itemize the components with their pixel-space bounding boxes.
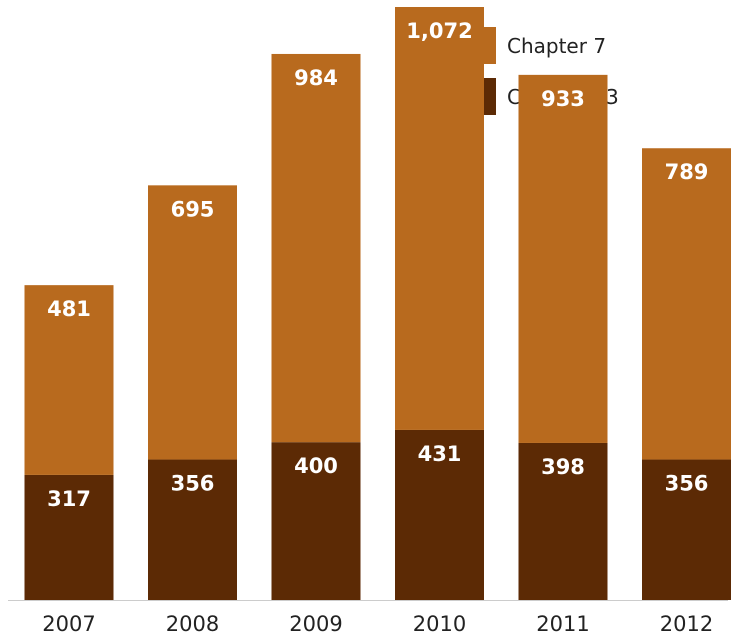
data-label-chapter-13-2010: 431 [418, 442, 462, 466]
bar-chapter-7-2011 [518, 74, 608, 443]
bars: 317 481 356 695 400 984 431 1,072 398 933 356 789 [24, 7, 731, 600]
data-label-chapter-7-2009: 984 [294, 66, 338, 90]
x-tick-label-2011: 2011 [536, 612, 589, 636]
x-axis-ticks: 2007 2008 2009 2010 2011 2012 [42, 612, 713, 636]
x-tick-label-2012: 2012 [660, 612, 713, 636]
bar-chapter-13-2012 [642, 459, 731, 600]
data-label-chapter-7-2012: 789 [665, 160, 709, 184]
bar-chapter-7-2012 [642, 148, 731, 460]
bar-chapter-13-2010 [395, 429, 484, 600]
bar-chapter-7-2007 [24, 285, 114, 475]
data-label-chapter-7-2010: 1,072 [406, 19, 472, 43]
data-label-chapter-7-2008: 695 [171, 197, 215, 221]
data-label-chapter-13-2009: 400 [294, 454, 338, 478]
bar-chapter-7-2009 [271, 53, 361, 443]
legend-label-chapter-7: Chapter 7 [507, 34, 606, 58]
bar-chapter-13-2007 [24, 474, 114, 600]
data-label-chapter-13-2008: 356 [171, 472, 215, 496]
x-tick-label-2009: 2009 [289, 612, 342, 636]
data-label-chapter-13-2007: 317 [47, 487, 91, 511]
bar-chapter-13-2008 [148, 459, 237, 600]
data-label-chapter-13-2012: 356 [665, 472, 709, 496]
bar-chapter-13-2009 [271, 442, 361, 600]
bar-chapter-13-2011 [518, 442, 608, 600]
x-tick-label-2008: 2008 [166, 612, 219, 636]
x-tick-label-2010: 2010 [413, 612, 466, 636]
data-label-chapter-7-2011: 933 [541, 87, 585, 111]
data-label-chapter-7-2007: 481 [47, 297, 91, 321]
x-tick-label-2007: 2007 [42, 612, 95, 636]
bar-chapter-7-2008 [148, 185, 237, 460]
bar-chapter-7-2010 [395, 7, 484, 430]
data-label-chapter-13-2011: 398 [541, 455, 585, 479]
